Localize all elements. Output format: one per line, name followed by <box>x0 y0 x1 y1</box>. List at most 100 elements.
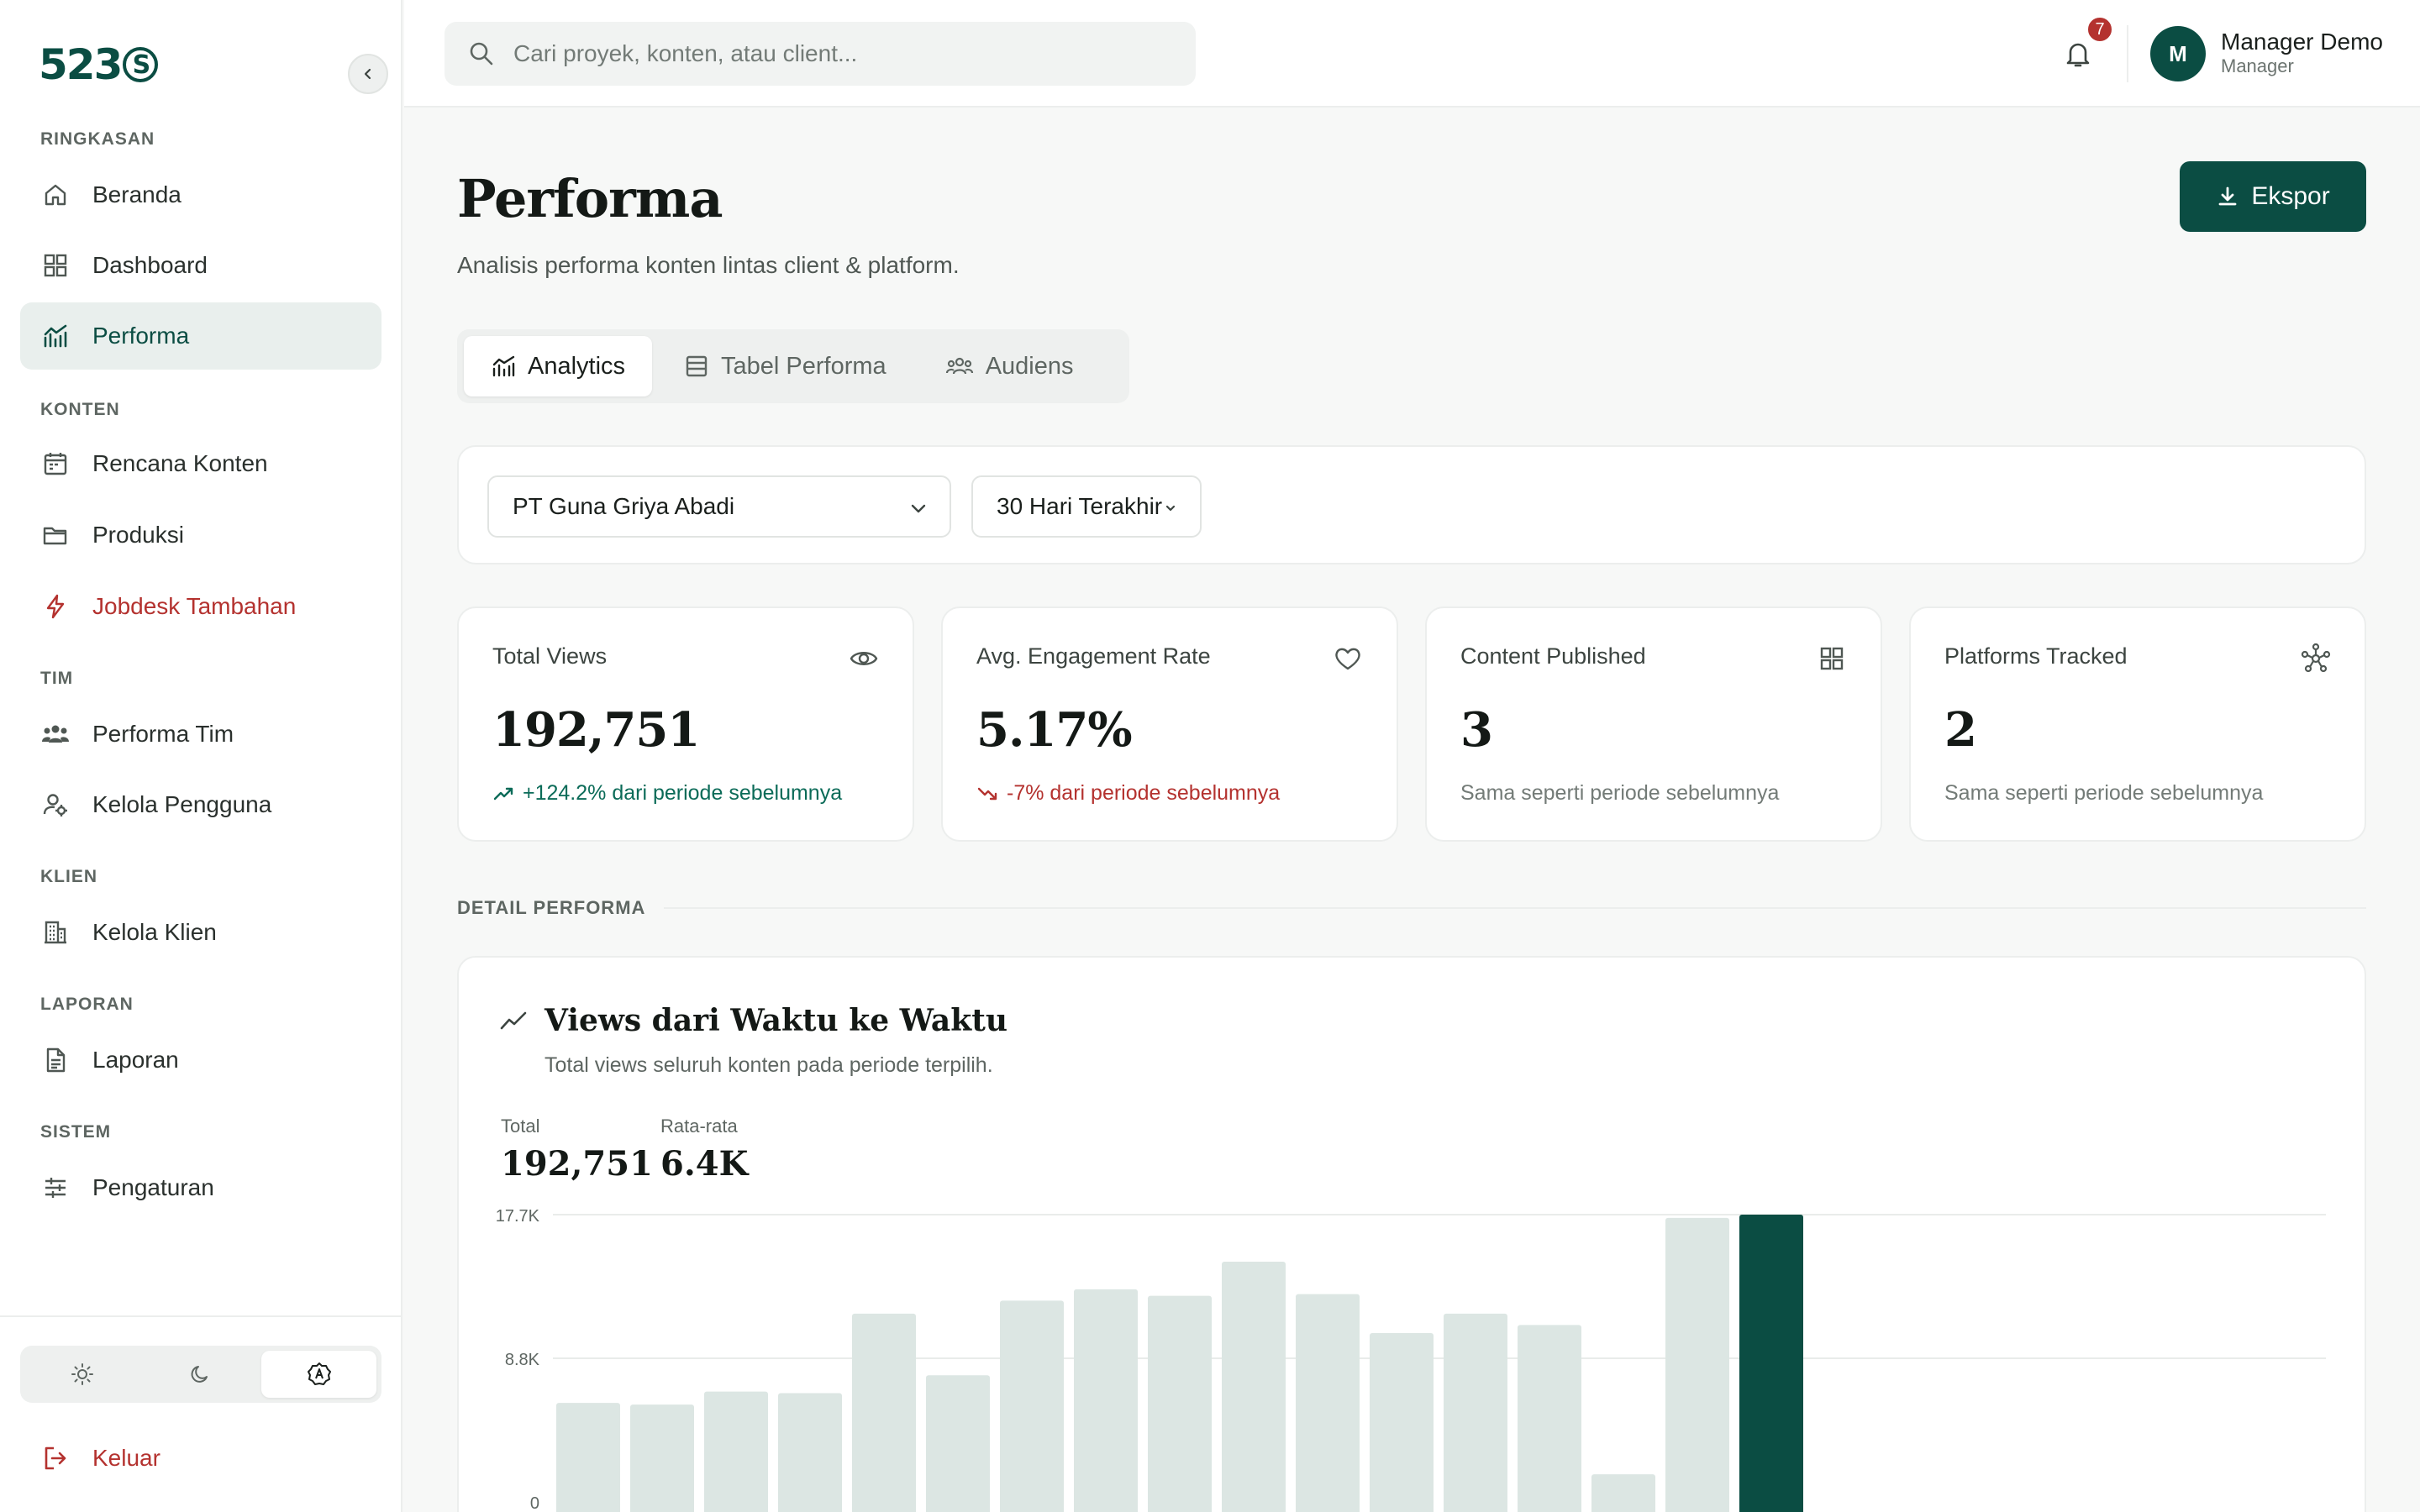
stat-value: 5.17% <box>976 702 1133 758</box>
chart-title: Views dari Waktu ke Waktu <box>544 1003 1008 1038</box>
dashboard-icon <box>40 250 71 281</box>
y-tick-label: 0 <box>530 1494 539 1512</box>
stat-delta-text: -7% dari periode sebelumnya <box>1007 781 1281 805</box>
avatar[interactable]: M <box>2150 26 2206 81</box>
folder-icon <box>40 520 71 550</box>
stat-value: 192,751 <box>492 702 700 758</box>
theme-auto-option[interactable] <box>261 1351 377 1398</box>
view-tabs: Analytics Tabel Performa Audiens <box>457 329 1129 403</box>
sidebar-item-jobdesk-tambahan[interactable]: Jobdesk Tambahan <box>20 573 381 640</box>
user-name[interactable]: Manager Demo <box>2221 29 2383 55</box>
chart-bar <box>1222 1262 1286 1512</box>
network-icon <box>2299 642 2333 675</box>
y-tick-label: 8.8K <box>505 1351 540 1369</box>
chart-line-icon <box>40 321 71 351</box>
notification-button[interactable] <box>2058 34 2098 74</box>
logout-label: Keluar <box>92 1445 160 1471</box>
sidebar-item-rencana-konten[interactable]: Rencana Konten <box>20 430 381 497</box>
chevron-left-icon <box>364 68 371 80</box>
stat-label: Total Views <box>492 643 608 669</box>
export-button[interactable]: Ekspor <box>2180 161 2366 232</box>
section-divider <box>664 907 2366 909</box>
stat-delta: Sama seperti periode sebelumnya <box>1460 781 1779 806</box>
sidebar-item-label: Dashboard <box>92 252 208 278</box>
chart-bar <box>556 1403 620 1512</box>
sidebar-item-pengaturan[interactable]: Pengaturan <box>20 1154 381 1221</box>
home-icon <box>40 180 71 210</box>
client-select-value: PT Guna Griya Abadi <box>513 493 735 519</box>
tab-label: Audiens <box>985 352 1074 380</box>
chart-bar <box>926 1375 990 1512</box>
sidebar-item-dashboard[interactable]: Dashboard <box>20 232 381 299</box>
chart-bar <box>1000 1300 1064 1512</box>
period-select-value: 30 Hari Terakhir <box>997 493 1163 519</box>
chart-bar <box>1444 1313 1507 1512</box>
search-bar[interactable] <box>445 22 1196 86</box>
building-icon <box>40 917 71 948</box>
sidebar-item-label: Laporan <box>92 1047 179 1073</box>
user-gear-icon <box>40 790 71 820</box>
client-select[interactable]: PT Guna Griya Abadi <box>487 475 951 538</box>
lightning-icon <box>40 591 71 622</box>
search-icon <box>470 42 493 66</box>
stat-delta-text: +124.2% dari periode sebelumnya <box>523 781 843 805</box>
stat-value: 3 <box>1460 702 1493 758</box>
stat-delta: -7% dari periode sebelumnya <box>976 781 1280 806</box>
sidebar-item-label: Kelola Pengguna <box>92 791 272 817</box>
theme-toggle <box>20 1346 381 1403</box>
section-label-system: SISTEM <box>40 1122 112 1142</box>
sidebar-item-label: Performa Tim <box>92 721 234 747</box>
period-select[interactable]: 30 Hari Terakhir <box>971 475 1202 538</box>
eye-icon <box>847 642 881 675</box>
sidebar-item-beranda[interactable]: Beranda <box>20 161 381 228</box>
sidebar-item-produksi[interactable]: Produksi <box>20 501 381 569</box>
chart-bar <box>1296 1294 1360 1512</box>
sidebar-item-label: Beranda <box>92 181 182 207</box>
sidebar-item-kelola-klien[interactable]: Kelola Klien <box>20 899 381 966</box>
logo-text: 523 <box>39 40 123 89</box>
stat-delta-text: Sama seperti periode sebelumnya <box>1944 781 2264 805</box>
section-label-team: TIM <box>40 669 74 688</box>
user-role: Manager <box>2221 55 2294 76</box>
chart-subtitle: Total views seluruh konten pada periode … <box>544 1053 993 1077</box>
chart-average-value: 6.4K <box>660 1144 749 1184</box>
stat-delta-text: Sama seperti periode sebelumnya <box>1460 781 1780 805</box>
tab-analytics[interactable]: Analytics <box>464 336 653 396</box>
sidebar-divider <box>0 1315 402 1317</box>
analytics-icon <box>492 355 515 377</box>
tab-tabel-performa[interactable]: Tabel Performa <box>657 336 913 396</box>
chart-bar <box>1518 1325 1581 1512</box>
team-icon <box>40 719 71 749</box>
chart-bar <box>852 1313 916 1512</box>
sidebar-item-performa[interactable]: Performa <box>20 302 381 370</box>
chart-bar <box>1148 1295 1212 1512</box>
theme-dark-option[interactable] <box>144 1351 259 1398</box>
stat-card-content-published: Content Published 3 Sama seperti periode… <box>1425 606 1882 842</box>
theme-light-option[interactable] <box>25 1351 140 1398</box>
chart-bar <box>778 1393 842 1512</box>
audience-icon <box>945 357 973 375</box>
chart-bar <box>630 1404 694 1512</box>
sidebar-collapse-button[interactable] <box>348 54 388 94</box>
app-logo[interactable]: 523 S <box>39 40 159 89</box>
stat-delta: +124.2% dari periode sebelumnya <box>492 781 842 806</box>
section-label-client: KLIEN <box>40 867 97 886</box>
chart-average-label: Rata-rata <box>660 1116 738 1137</box>
y-tick-label: 17.7K <box>496 1207 540 1226</box>
chart-bar <box>704 1391 768 1512</box>
filter-bar: PT Guna Griya Abadi 30 Hari Terakhir <box>457 445 2366 564</box>
views-bar-chart: 17.7K 8.8K 0 <box>496 1207 2326 1512</box>
tab-audiens[interactable]: Audiens <box>918 336 1101 396</box>
chart-bar <box>1739 1215 1803 1512</box>
page-title: Performa <box>457 168 723 229</box>
sidebar-item-laporan[interactable]: Laporan <box>20 1026 381 1094</box>
stat-delta: Sama seperti periode sebelumnya <box>1944 781 2263 806</box>
logout-button[interactable]: Keluar <box>20 1425 381 1492</box>
moon-icon <box>191 1366 208 1383</box>
section-heading-detail: DETAIL PERFORMA <box>457 897 646 918</box>
sidebar-item-kelola-pengguna[interactable]: Kelola Pengguna <box>20 771 381 838</box>
search-input[interactable] <box>513 40 1169 67</box>
tab-label: Tabel Performa <box>721 352 886 380</box>
trend-down-icon <box>977 787 997 800</box>
sidebar-item-performa-tim[interactable]: Performa Tim <box>20 701 381 768</box>
